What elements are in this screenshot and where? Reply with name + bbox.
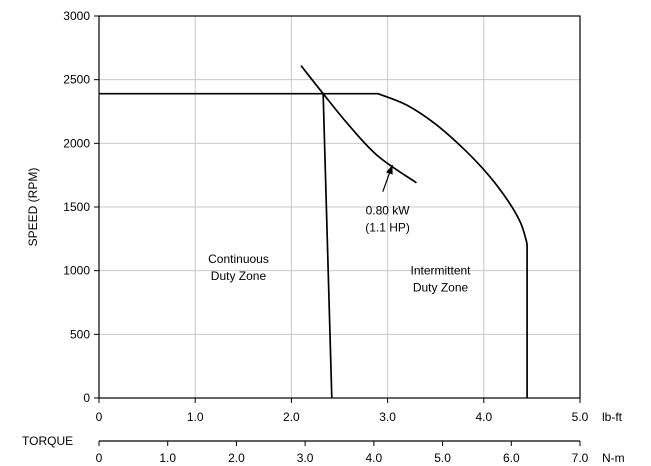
continuous-boundary-line — [322, 93, 333, 399]
curves — [99, 65, 528, 399]
x-tick-label-primary-5: 5.0 — [572, 410, 589, 424]
annotation-power-line-0: 0.80 kW — [366, 204, 411, 218]
annotations: 0.80 kW (1.1 HP)Continuous Duty Zone Interm… — [208, 204, 471, 295]
grid-lines — [99, 16, 580, 398]
x-tick-label-secondary-3: 3.0 — [297, 451, 314, 465]
x-tick-label-secondary-2: 2.0 — [228, 451, 245, 465]
annotation-continuous-line-1: Duty Zone — [211, 269, 267, 283]
annotation-intermittent-line-0: Intermittent — [410, 263, 471, 277]
x-tick-label-primary-0: 0 — [96, 410, 103, 424]
annotation-power: 0.80 kW (1.1 HP) — [365, 204, 410, 235]
x-axis-secondary-ticks: 0 1.0 2.0 3.0 4.0 5.0 6.0 7.0 — [96, 441, 589, 465]
x-axis-primary-ticks: 0 1.0 2.0 3.0 4.0 5.0 — [96, 398, 589, 424]
annotation-intermittent: Intermittent Duty Zone — [410, 263, 471, 294]
x-axis-secondary-unit: N-m — [602, 451, 625, 465]
x-tick-label-primary-4: 4.0 — [475, 410, 492, 424]
x-tick-label-primary-3: 3.0 — [379, 410, 396, 424]
y-tick-label-3: 1500 — [63, 200, 90, 214]
annotation-continuous-line-0: Continuous — [208, 252, 269, 266]
annotation-continuous: Continuous Duty Zone — [208, 252, 269, 283]
y-tick-label-6: 3000 — [63, 9, 90, 23]
torque-label: TORQUE — [22, 434, 73, 448]
x-tick-label-primary-2: 2.0 — [283, 410, 300, 424]
y-tick-label-1: 500 — [70, 327, 90, 341]
y-axis-ticks: 0 500 1000 1500 2000 2500 3000 — [63, 9, 99, 405]
x-tick-label-secondary-6: 6.0 — [503, 451, 520, 465]
y-tick-label-4: 2000 — [63, 136, 90, 150]
x-tick-label-secondary-5: 5.0 — [434, 451, 451, 465]
x-tick-label-primary-1: 1.0 — [187, 410, 204, 424]
y-tick-label-0: 0 — [83, 391, 90, 405]
y-axis-label: SPEED (RPM) — [26, 168, 40, 247]
x-tick-label-secondary-4: 4.0 — [366, 451, 383, 465]
y-tick-label-5: 2500 — [63, 73, 90, 87]
power-curve — [300, 65, 417, 184]
x-tick-label-secondary-0: 0 — [96, 451, 103, 465]
x-axis-primary-unit: lb-ft — [602, 410, 623, 424]
annotation-intermittent-line-1: Duty Zone — [413, 280, 469, 294]
annotation-power-line-1: (1.1 HP) — [365, 221, 410, 235]
x-tick-label-secondary-7: 7.0 — [572, 451, 589, 465]
y-tick-label-2: 1000 — [63, 264, 90, 278]
intermittent-boundary-curve — [99, 92, 528, 398]
x-tick-label-secondary-1: 1.0 — [159, 451, 176, 465]
power-arrow-head — [386, 164, 393, 175]
power-arrow — [382, 164, 393, 192]
